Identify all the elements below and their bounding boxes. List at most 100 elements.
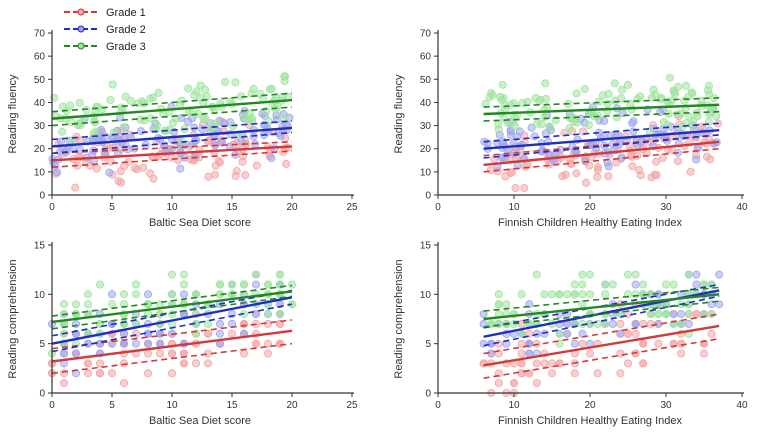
data-point-grade-3 bbox=[84, 290, 93, 299]
data-point-grade-3 bbox=[494, 300, 503, 309]
data-point-grade-3 bbox=[179, 280, 188, 289]
data-point-grade-2 bbox=[540, 329, 549, 338]
data-point-grade-1 bbox=[677, 349, 686, 358]
data-point-grade-3 bbox=[572, 89, 581, 98]
x-tick-label: 0 bbox=[49, 202, 55, 213]
data-point-grade-2 bbox=[120, 339, 129, 348]
data-point-grade-3 bbox=[685, 112, 694, 121]
data-point-grade-3 bbox=[496, 92, 505, 101]
data-point-grade-1 bbox=[96, 369, 105, 378]
ci-line-ci-lower-grade-3 bbox=[51, 295, 293, 330]
chart-panel-4: 0 10 20 30 40 0 5 10 15 Finnish Children Healthy … bbox=[393, 241, 748, 428]
x-tick-label: 25 bbox=[346, 400, 358, 411]
legend: Grade 1 Grade 2 Grade 3 bbox=[64, 7, 146, 53]
x-tick-label: 10 bbox=[166, 202, 178, 213]
x-axis-label: Finnish Children Healthy Eating Index bbox=[498, 217, 683, 229]
data-point-grade-3 bbox=[601, 280, 610, 289]
y-tick-label: 20 bbox=[420, 144, 432, 155]
data-point-grade-1 bbox=[210, 170, 219, 179]
data-point-grade-3 bbox=[72, 300, 81, 309]
data-point-grade-1 bbox=[582, 178, 591, 187]
data-point-grade-1 bbox=[639, 359, 648, 368]
data-point-grade-2 bbox=[530, 132, 539, 141]
y-axis-label: Reading fluency bbox=[393, 74, 405, 153]
data-point-grade-1 bbox=[677, 339, 686, 348]
data-point-grade-3 bbox=[121, 92, 130, 101]
fit-line-grade-3 bbox=[51, 290, 293, 324]
data-point-grade-3 bbox=[687, 88, 696, 97]
data-point-grade-3 bbox=[586, 319, 595, 328]
data-point-grade-2 bbox=[272, 111, 281, 120]
data-point-grade-1 bbox=[636, 171, 645, 180]
data-point-grade-1 bbox=[96, 359, 105, 368]
data-point-grade-2 bbox=[53, 168, 62, 177]
data-point-grade-1 bbox=[120, 379, 129, 388]
x-tick-label: 0 bbox=[435, 202, 441, 213]
data-point-grade-1 bbox=[84, 359, 93, 368]
data-point-grade-3 bbox=[191, 290, 200, 299]
data-point-grade-1 bbox=[155, 349, 164, 358]
data-point-grade-3 bbox=[578, 290, 587, 299]
data-point-grade-3 bbox=[502, 300, 511, 309]
data-point-grade-3 bbox=[239, 280, 248, 289]
y-tick-label: 10 bbox=[34, 290, 46, 301]
data-point-grade-1 bbox=[586, 349, 595, 358]
data-point-grade-2 bbox=[105, 168, 114, 177]
data-point-grade-3 bbox=[167, 290, 176, 299]
data-point-grade-1 bbox=[511, 184, 520, 193]
data-point-grade-3 bbox=[517, 290, 526, 299]
data-point-grade-3 bbox=[494, 290, 503, 299]
data-point-grade-1 bbox=[658, 153, 667, 162]
data-point-grade-1 bbox=[494, 379, 503, 388]
y-tick-label: 0 bbox=[39, 389, 45, 400]
data-point-grade-1 bbox=[239, 349, 248, 358]
data-point-grade-3 bbox=[263, 280, 272, 289]
data-point-grade-2 bbox=[155, 329, 164, 338]
data-point-grade-2 bbox=[684, 319, 693, 328]
y-tick-label: 70 bbox=[420, 29, 432, 40]
data-point-grade-1 bbox=[203, 329, 212, 338]
x-tick-label: 15 bbox=[226, 400, 238, 411]
data-point-grade-3 bbox=[555, 329, 564, 338]
data-point-grade-3 bbox=[106, 96, 115, 105]
data-point-grade-2 bbox=[184, 117, 193, 126]
data-point-grade-2 bbox=[669, 310, 678, 319]
chart-panel-1: 0 5 10 15 20 25 0 10 20 30 40 50 60 70 Baltic Sea Diet… bbox=[7, 29, 358, 230]
data-point-grade-3 bbox=[199, 114, 208, 123]
data-point-grade-1 bbox=[532, 379, 541, 388]
data-point-grade-2 bbox=[131, 339, 140, 348]
data-point-grade-2 bbox=[715, 270, 724, 279]
data-point-grade-3 bbox=[707, 310, 716, 319]
data-point-grade-1 bbox=[633, 151, 642, 160]
y-axis-label: Reading comprehension bbox=[7, 259, 19, 378]
data-point-grade-3 bbox=[179, 270, 188, 279]
data-point-grade-1 bbox=[167, 349, 176, 358]
data-point-grade-3 bbox=[131, 290, 140, 299]
data-point-grade-3 bbox=[584, 121, 593, 130]
data-point-grade-3 bbox=[498, 80, 507, 89]
data-point-grade-3 bbox=[494, 319, 503, 328]
data-point-grade-3 bbox=[684, 270, 693, 279]
legend-label-grade-2: Grade 2 bbox=[106, 24, 146, 36]
data-point-grade-3 bbox=[203, 319, 212, 328]
data-point-grade-1 bbox=[707, 329, 716, 338]
data-point-grade-1 bbox=[251, 339, 260, 348]
x-tick-label: 30 bbox=[660, 202, 672, 213]
data-point-grade-3 bbox=[212, 119, 221, 128]
data-point-grade-1 bbox=[130, 164, 139, 173]
data-point-grade-3 bbox=[659, 118, 668, 127]
data-point-grade-3 bbox=[610, 79, 619, 88]
ci-line-ci-upper-grade-3 bbox=[51, 92, 293, 113]
data-point-grade-3 bbox=[201, 85, 210, 94]
data-point-grade-1 bbox=[612, 158, 621, 167]
y-tick-label: 5 bbox=[425, 339, 431, 350]
data-point-grade-3 bbox=[75, 98, 84, 107]
data-point-grade-2 bbox=[629, 117, 638, 126]
data-point-grade-3 bbox=[578, 270, 587, 279]
data-point-grade-1 bbox=[84, 369, 93, 378]
x-tick-label: 10 bbox=[166, 400, 178, 411]
x-tick-label: 15 bbox=[226, 202, 238, 213]
fit-line-grade-2 bbox=[51, 126, 293, 148]
data-point-grade-3 bbox=[623, 80, 632, 89]
data-point-grade-2 bbox=[692, 155, 701, 164]
